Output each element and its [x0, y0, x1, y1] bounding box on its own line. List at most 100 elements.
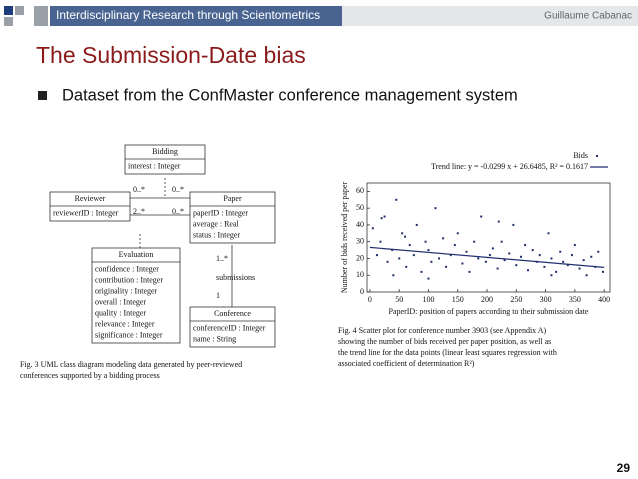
data-point: [590, 255, 593, 258]
figure-caption: Fig. 3 UML class diagram modeling data g…: [20, 360, 242, 369]
uml-attribute: conferenceID : Integer: [193, 323, 266, 332]
data-point: [465, 250, 468, 253]
data-point: [503, 259, 506, 262]
data-point: [449, 254, 452, 257]
data-point: [524, 244, 527, 247]
x-tick-label: 350: [569, 295, 581, 304]
data-point: [496, 267, 499, 270]
uml-class-box: [124, 144, 206, 175]
x-tick-label: 150: [452, 295, 464, 304]
data-point: [405, 265, 408, 268]
data-point: [582, 259, 585, 262]
data-point: [497, 220, 500, 223]
header-square: [4, 17, 13, 26]
y-axis-label: Number of bids received per paper: [340, 182, 349, 294]
data-point: [519, 255, 522, 258]
data-point: [484, 260, 487, 263]
uml-class-box: [49, 191, 131, 222]
legend-marker: [596, 155, 598, 157]
uml-attribute: average : Real: [193, 219, 240, 228]
data-point: [442, 237, 445, 240]
slide-title: The Submission-Date bias: [36, 42, 306, 68]
y-tick-label: 20: [356, 253, 364, 262]
figure-caption: the trend line for the data points (line…: [338, 348, 557, 357]
data-point: [566, 264, 569, 267]
bullet-marker: [38, 91, 47, 100]
y-tick-label: 60: [356, 186, 364, 195]
data-point: [427, 277, 430, 280]
x-tick-label: 300: [540, 295, 552, 304]
data-point: [427, 249, 430, 252]
uml-multiplicity: 0..*: [172, 207, 184, 216]
uml-attribute: confidence : Integer: [95, 264, 159, 273]
data-point: [480, 215, 483, 218]
y-tick-label: 50: [356, 203, 364, 212]
data-point: [386, 260, 389, 263]
data-point: [515, 264, 518, 267]
header-square: [4, 6, 13, 15]
data-point: [468, 270, 471, 273]
figure-caption: conferences supported by a bidding proce…: [20, 371, 160, 380]
data-point: [601, 270, 604, 273]
uml-attribute: overall : Integer: [95, 297, 146, 306]
data-point: [473, 240, 476, 243]
data-point: [512, 223, 515, 226]
data-point: [488, 254, 491, 257]
uml-class-name: Evaluation: [119, 250, 154, 259]
uml-attribute: quality : Integer: [95, 308, 146, 317]
header-square: [15, 6, 24, 15]
uml-class-box: [91, 247, 181, 344]
uml-multiplicity: 1..*: [216, 254, 228, 263]
x-tick-label: 250: [510, 295, 522, 304]
uml-attribute: originality : Integer: [95, 286, 158, 295]
data-point: [430, 260, 433, 263]
data-point: [392, 274, 395, 277]
trend-line: [369, 246, 605, 268]
data-point: [408, 244, 411, 247]
data-point: [412, 254, 415, 257]
data-point: [527, 269, 530, 272]
data-point: [380, 217, 383, 220]
data-point: [434, 207, 437, 210]
data-point: [375, 254, 378, 257]
uml-attribute: significance : Integer: [95, 330, 163, 339]
y-tick-label: 30: [356, 237, 364, 246]
uml-attribute: status : Integer: [193, 230, 240, 239]
x-axis-label: PaperID: position of papers according to…: [389, 307, 589, 316]
data-point: [550, 274, 553, 277]
data-point: [461, 262, 464, 265]
data-point: [550, 257, 553, 260]
figure-caption: showing the number of bids received per …: [338, 337, 551, 346]
data-point: [597, 250, 600, 253]
legend-label: Bids: [573, 151, 588, 160]
header-course: Interdisciplinary Research through Scien…: [56, 8, 320, 22]
uml-class-name: Conference: [214, 309, 251, 318]
x-tick-label: 200: [481, 295, 493, 304]
uml-class-name: Paper: [223, 194, 242, 203]
data-point: [398, 257, 401, 260]
data-point: [438, 257, 441, 260]
data-point: [555, 270, 558, 273]
x-tick-label: 100: [422, 295, 434, 304]
uml-attribute: name : String: [193, 334, 236, 343]
data-point: [456, 232, 459, 235]
data-point: [508, 252, 511, 255]
figure-caption: Fig. 4 Scatter plot for conference numbe…: [338, 326, 547, 335]
header-band: [342, 6, 638, 26]
uml-multiplicity: 1: [216, 291, 220, 300]
data-point: [500, 240, 503, 243]
uml-attribute: reviewerID : Integer: [53, 208, 119, 217]
data-point: [453, 244, 456, 247]
data-point: [543, 265, 546, 268]
uml-class-name: Bidding: [152, 147, 178, 156]
x-tick-label: 400: [598, 295, 610, 304]
y-tick-label: 10: [356, 270, 364, 279]
data-point: [538, 254, 541, 257]
uml-attribute: relevance : Integer: [95, 319, 155, 328]
data-point: [371, 227, 374, 230]
trend-label: Trend line: y = -0.0299 x + 26.6485, R² …: [431, 162, 588, 171]
uml-class-box: [189, 191, 276, 244]
data-point: [559, 250, 562, 253]
